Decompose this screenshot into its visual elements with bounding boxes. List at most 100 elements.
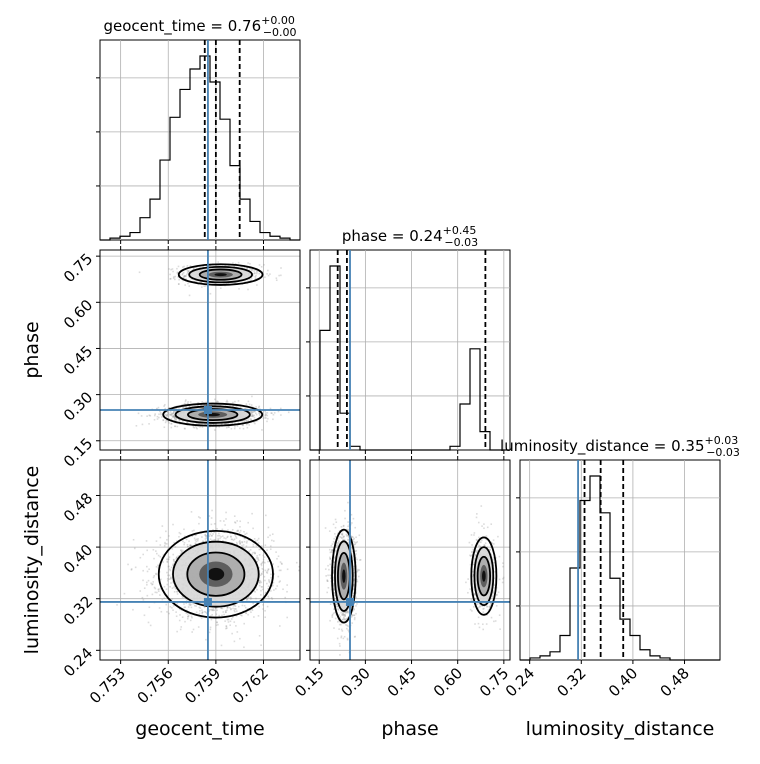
sample-point (164, 426, 166, 428)
sample-point (164, 543, 166, 545)
sample-point (214, 523, 216, 525)
sample-point (267, 536, 269, 538)
sample-point (148, 568, 150, 570)
density-level-4 (208, 568, 225, 581)
sample-point (333, 627, 335, 629)
sample-point (271, 540, 273, 542)
sample-point (216, 624, 218, 626)
sample-point (235, 625, 237, 627)
sample-point (268, 275, 270, 277)
sample-point (248, 401, 250, 403)
title-sub: −0.03 (444, 236, 478, 249)
sample-point (178, 536, 180, 538)
sample-point (205, 639, 207, 641)
sample-point (333, 524, 335, 526)
sample-point (210, 627, 212, 629)
sample-point (155, 550, 157, 552)
sample-point (258, 542, 260, 544)
sample-point (233, 621, 235, 623)
sample-point (159, 556, 161, 558)
sample-point (330, 603, 332, 605)
sample-point (196, 428, 198, 430)
sample-point (217, 624, 219, 626)
sample-point (187, 265, 189, 267)
sample-point (221, 645, 223, 647)
sample-point (232, 529, 234, 531)
sample-point (332, 616, 334, 618)
sample-point (171, 427, 173, 429)
sample-point (247, 614, 249, 616)
sample-point (183, 529, 185, 531)
sample-point (153, 549, 155, 551)
sample-point (211, 510, 213, 512)
sample-point (236, 520, 238, 522)
sample-point (251, 396, 253, 398)
sample-point (146, 582, 148, 584)
sample-point (158, 555, 160, 557)
sample-point (270, 548, 272, 550)
sample-point (249, 404, 251, 406)
sample-point (266, 421, 268, 423)
sample-point (264, 616, 266, 618)
sample-point (147, 595, 149, 597)
sample-point (150, 625, 152, 627)
sample-point (268, 598, 270, 600)
title-phase: phase = 0.24+0.45−0.03 (342, 224, 478, 249)
sample-point (198, 523, 200, 525)
sample-point (286, 591, 288, 593)
sample-point (149, 606, 151, 608)
sample-point (344, 518, 346, 520)
sample-point (199, 426, 201, 428)
sample-point (280, 408, 282, 410)
sample-point (228, 621, 230, 623)
sample-point (180, 533, 182, 535)
sample-point (187, 618, 189, 620)
sample-point (170, 606, 172, 608)
sample-point (237, 425, 239, 427)
sample-point (202, 426, 204, 428)
sample-point (246, 533, 248, 535)
sample-point (154, 413, 156, 415)
sample-point (243, 428, 245, 430)
sample-point (165, 604, 167, 606)
title-main: luminosity_distance = 0.35 (500, 437, 704, 456)
sample-point (269, 273, 271, 275)
sample-point (286, 617, 288, 619)
sample-point (229, 624, 231, 626)
sample-point (231, 428, 233, 430)
sample-point (274, 412, 276, 414)
sample-point (256, 284, 258, 286)
sample-point (234, 428, 236, 430)
sample-point (157, 564, 159, 566)
sample-point (149, 415, 151, 417)
sample-point (154, 588, 156, 590)
sample-point (191, 511, 193, 513)
sample-point (154, 419, 156, 421)
sample-point (259, 635, 261, 637)
sample-point (243, 623, 245, 625)
sample-point (190, 620, 192, 622)
sample-point (190, 401, 192, 403)
sample-point (156, 592, 158, 594)
sample-point (250, 611, 252, 613)
sample-point (247, 522, 249, 524)
sample-point (284, 597, 286, 599)
sample-point (267, 596, 269, 598)
sample-point (201, 617, 203, 619)
sample-point (146, 540, 148, 542)
sample-point (199, 517, 201, 519)
sample-point (270, 545, 272, 547)
sample-point (174, 279, 176, 281)
sample-point (152, 594, 154, 596)
sample-point (263, 264, 265, 266)
sample-point (280, 275, 282, 277)
sample-point (201, 401, 203, 403)
sample-point (254, 538, 256, 540)
sample-point (266, 273, 268, 275)
sample-point (153, 577, 155, 579)
sample-point (237, 631, 239, 633)
sample-point (238, 400, 240, 402)
panel-geocent_time-vs-luminosity_distance (96, 456, 316, 664)
sample-point (266, 549, 268, 551)
sample-point (234, 426, 236, 428)
